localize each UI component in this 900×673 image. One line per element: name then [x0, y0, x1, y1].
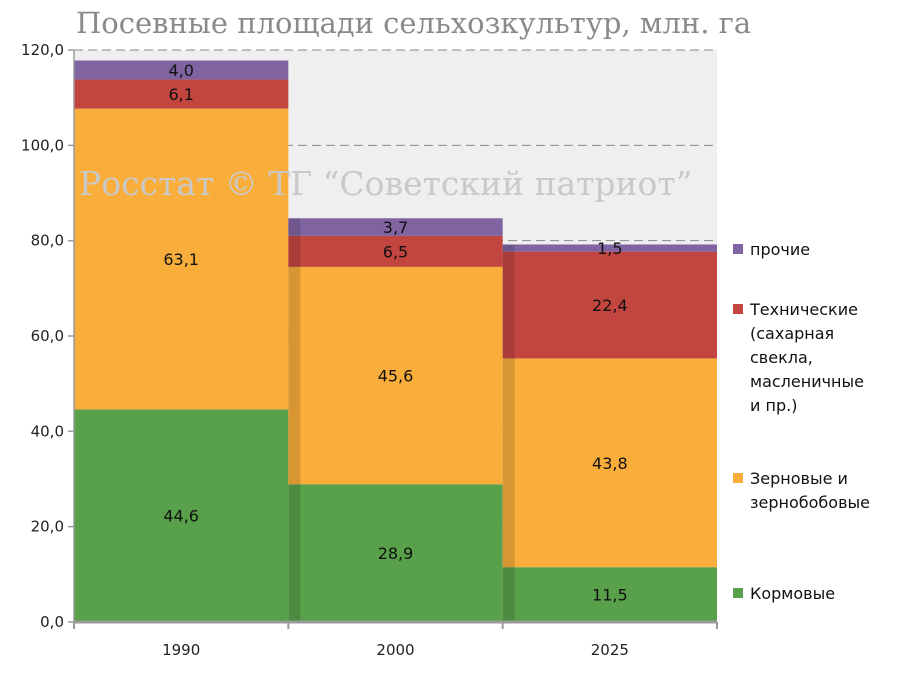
bar-segment	[74, 409, 289, 622]
bar-segment	[288, 266, 503, 485]
y-tick-label: 0,0	[40, 613, 64, 631]
data-label: 4,0	[168, 61, 193, 80]
bar-segment	[74, 60, 289, 80]
bar-shadow	[502, 244, 515, 623]
bar-segment	[74, 79, 289, 109]
legend-label: прочие	[750, 240, 810, 259]
data-label: 11,5	[592, 586, 628, 605]
x-tick-label: 2025	[591, 641, 629, 659]
bar-segment	[288, 218, 503, 236]
data-label: 63,1	[163, 250, 199, 269]
axes: 0,0 20,0 40,0 60,0 80,0 100,0 120,0 1990 2000 202…	[21, 41, 718, 659]
legend-swatch	[733, 588, 743, 598]
y-tick-label: 20,0	[31, 518, 64, 536]
y-tick-label: 120,0	[21, 41, 64, 59]
bar-segment	[502, 244, 717, 252]
data-labels: 44,6 63,1 6,1 4,0 28,9 45,6 6,5 3,7 11,5 43,8 22,4…	[163, 61, 627, 605]
x-tick-label: 2000	[376, 641, 414, 659]
data-label: 44,6	[163, 507, 199, 526]
bar-segment	[502, 358, 717, 568]
bar-shadow	[288, 218, 301, 622]
data-label: 1,5	[597, 239, 622, 258]
data-label: 6,1	[168, 85, 193, 104]
y-tick-label: 60,0	[31, 327, 64, 345]
chart-title: Посевные площади сельхозкультур, млн. га	[76, 6, 751, 40]
legend-label: Зерновые и зернобобовые	[750, 469, 870, 512]
data-label: 6,5	[383, 242, 408, 261]
y-tick-label: 80,0	[31, 232, 64, 250]
legend-swatch	[733, 244, 743, 254]
bar-segment	[288, 235, 503, 267]
watermark-text: Росстат © ТГ “Советский патриот”	[79, 164, 693, 203]
data-label: 22,4	[592, 296, 628, 315]
legend-label: Технические (сахарная свекла, масленичные и …	[749, 300, 864, 415]
bar-segment	[74, 108, 289, 410]
x-tick-label: 1990	[162, 641, 200, 659]
data-label: 28,9	[378, 544, 414, 563]
bar-segment	[288, 484, 503, 622]
y-tick-label: 100,0	[21, 136, 64, 154]
bars	[74, 60, 717, 623]
legend-swatch	[733, 304, 743, 314]
legend-swatch	[733, 473, 743, 483]
legend-label: Кормовые	[750, 584, 835, 603]
data-label: 3,7	[383, 218, 408, 237]
y-tick-label: 40,0	[31, 422, 64, 440]
legend: прочие Технические (сахарная свекла, маслени…	[733, 240, 870, 603]
bar-segment	[502, 251, 717, 359]
data-label: 43,8	[592, 454, 628, 473]
data-label: 45,6	[378, 367, 414, 386]
bar-segment	[502, 567, 717, 622]
